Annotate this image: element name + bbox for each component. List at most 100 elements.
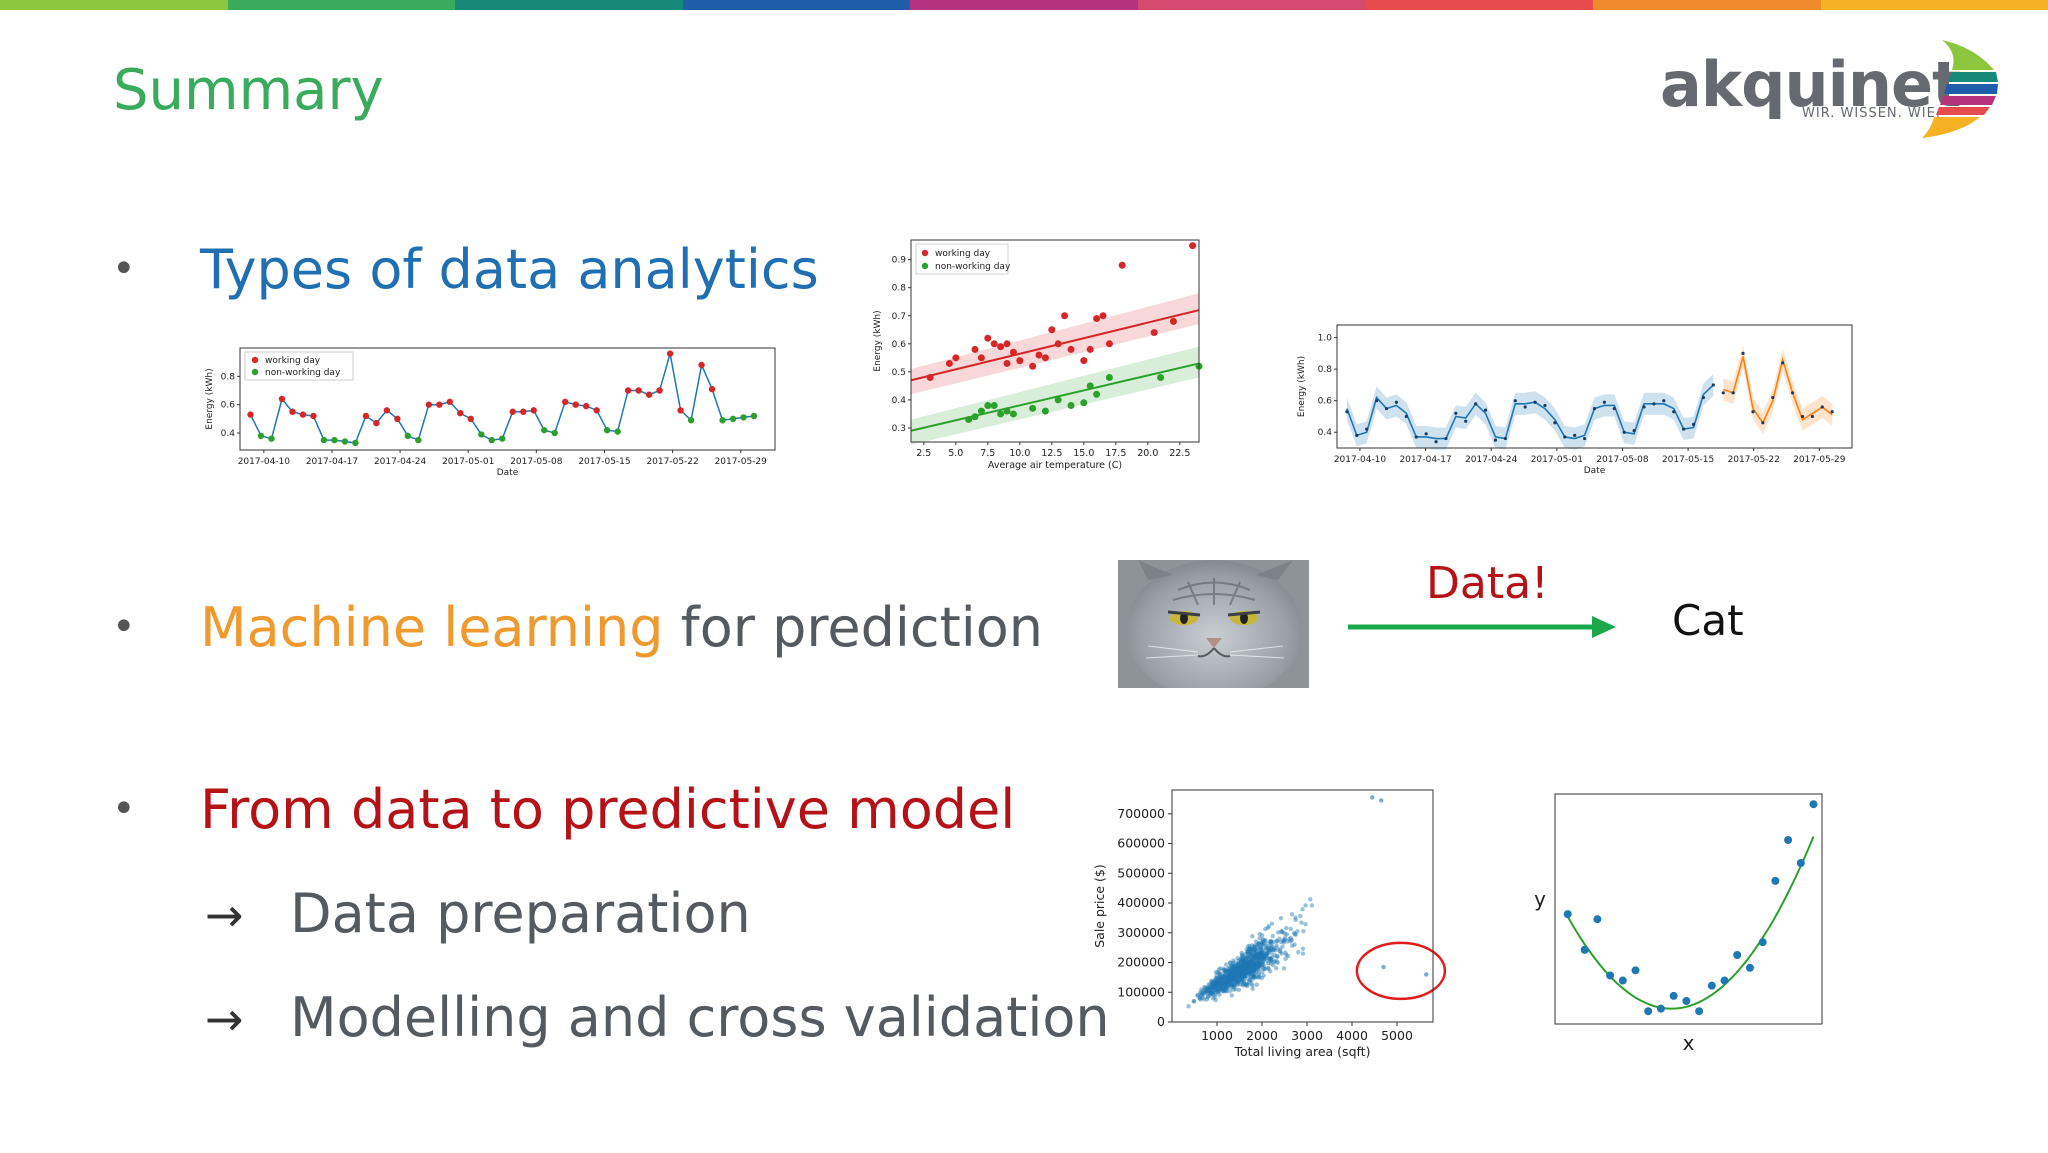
- data-point: [1217, 980, 1222, 985]
- data-point: [1239, 974, 1245, 980]
- data-point: [1213, 982, 1218, 987]
- top-bar-segment: [1592, 0, 1821, 10]
- data-point: [1237, 965, 1242, 970]
- x-tick-label: 1000: [1201, 1028, 1233, 1043]
- data-point: [1720, 976, 1729, 985]
- data-point: [1222, 981, 1228, 987]
- data-point: [1830, 410, 1834, 414]
- data-point: [1252, 958, 1257, 963]
- data-point: [257, 432, 265, 440]
- data-point: [1261, 966, 1266, 971]
- data-point: [1241, 964, 1246, 969]
- data-point: [1293, 917, 1298, 923]
- data-point: [1246, 946, 1252, 952]
- data-point: [1259, 955, 1265, 961]
- data-point: [1231, 982, 1237, 988]
- data-point: [1208, 989, 1214, 994]
- data-point: [1224, 973, 1229, 978]
- data-point: [1211, 988, 1217, 994]
- data-point: [310, 412, 317, 420]
- data-point: [1231, 971, 1236, 977]
- logo-tagline: WIR. WISSEN. WIE.: [1802, 106, 1941, 121]
- data-point: [666, 350, 674, 357]
- data-point: [1258, 955, 1263, 960]
- data-point: [1201, 988, 1206, 993]
- data-point: [965, 416, 973, 424]
- data-point: [1257, 944, 1263, 950]
- data-point: [1493, 438, 1498, 442]
- data-point: [1228, 964, 1233, 969]
- data-point: [1252, 964, 1257, 969]
- quadratic-fit-line: [1566, 836, 1815, 1010]
- data-point: [1236, 968, 1241, 973]
- data-point: [1209, 991, 1214, 996]
- data-point: [1242, 965, 1247, 970]
- data-point: [1238, 973, 1244, 978]
- data-point: [1240, 952, 1245, 958]
- top-bar-segment: [1137, 0, 1366, 10]
- data-point: [1652, 402, 1656, 406]
- data-point: [1243, 967, 1249, 973]
- plot-frame: [239, 347, 776, 451]
- data-point: [1222, 973, 1228, 978]
- data-point: [1243, 958, 1248, 964]
- data-point: [1288, 935, 1293, 941]
- data-point: [1259, 940, 1264, 945]
- data-point: [1244, 969, 1249, 974]
- data-point: [1230, 971, 1235, 977]
- data-point: [1240, 962, 1245, 968]
- data-point: [1255, 955, 1261, 960]
- forecast-confidence-band: [1723, 345, 1833, 434]
- data-point: [1255, 966, 1260, 971]
- y-axis-label: Energy (kWh): [205, 368, 215, 429]
- data-point: [1266, 950, 1271, 956]
- data-point: [1213, 979, 1219, 984]
- data-point: [1218, 975, 1223, 980]
- data-point: [1195, 993, 1201, 998]
- data-point: [1003, 340, 1011, 348]
- data-point: [1224, 970, 1229, 975]
- data-point: [1231, 981, 1237, 986]
- data-point: [1223, 988, 1229, 993]
- data-point: [1264, 950, 1270, 955]
- data-point: [1229, 973, 1235, 979]
- data-point: [1241, 955, 1246, 961]
- x-tick-label: 2017-05-15: [578, 457, 630, 467]
- data-point: [247, 411, 254, 418]
- data-point: [1239, 969, 1244, 974]
- data-point: [1240, 962, 1246, 967]
- data-point: [1251, 967, 1256, 973]
- data-point: [1244, 967, 1249, 972]
- data-point: [1771, 876, 1780, 885]
- data-point: [1256, 951, 1262, 957]
- data-point: [1251, 968, 1257, 973]
- data-point: [1245, 967, 1251, 972]
- data-point: [1240, 958, 1245, 964]
- data-point: [1796, 859, 1805, 867]
- data-point: [289, 408, 296, 415]
- data-point: [1247, 947, 1253, 952]
- data-point: [1227, 979, 1232, 985]
- data-point: [1211, 984, 1216, 990]
- data-point: [1208, 985, 1213, 990]
- data-point: [1272, 958, 1277, 964]
- x-tick-label: 2017-04-17: [1399, 455, 1451, 465]
- data-point: [1258, 962, 1263, 968]
- data-point: [1260, 947, 1266, 953]
- data-point: [1278, 916, 1284, 921]
- legend-marker-working: [921, 249, 929, 257]
- data-point: [1215, 978, 1220, 984]
- data-point: [1229, 967, 1234, 972]
- data-point: [1272, 952, 1278, 958]
- data-point: [1464, 419, 1468, 423]
- data-point: [1219, 981, 1224, 986]
- data-point: [1235, 962, 1240, 968]
- data-point: [1245, 970, 1250, 976]
- data-point: [1200, 995, 1205, 1001]
- data-point: [1241, 958, 1247, 963]
- data-point: [1247, 943, 1252, 948]
- data-point: [1250, 967, 1255, 973]
- data-point: [1251, 963, 1257, 969]
- data-point: [1274, 938, 1279, 944]
- data-point: [1230, 963, 1236, 968]
